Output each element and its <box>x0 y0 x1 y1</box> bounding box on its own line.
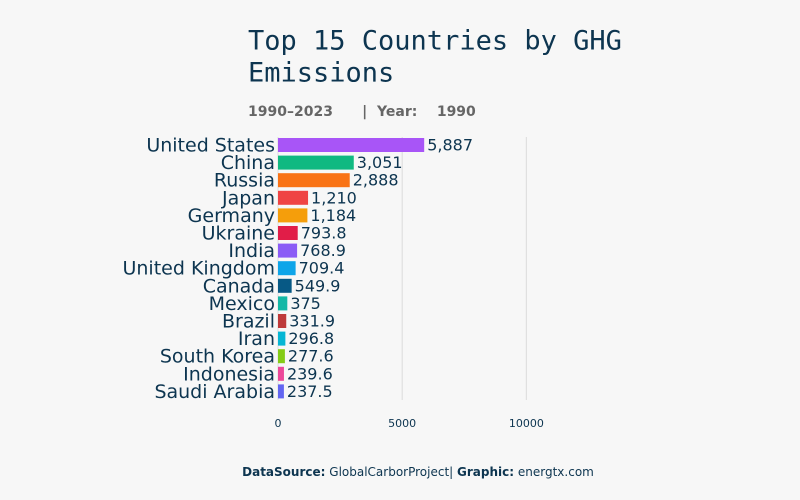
value-label: 768.9 <box>300 241 346 260</box>
graphic: energtx.com <box>518 465 594 479</box>
category-label: Iran <box>238 328 275 350</box>
bar <box>278 261 296 276</box>
category-label: Indonesia <box>183 363 275 385</box>
value-label: 237.5 <box>287 382 333 401</box>
chart-title: Emissions <box>248 58 394 89</box>
bar <box>278 226 298 240</box>
value-label: 2,888 <box>353 171 399 190</box>
value-label: 549.9 <box>295 276 341 295</box>
category-label: United States <box>146 135 275 157</box>
value-label: 5,887 <box>427 136 473 155</box>
category-label: Saudi Arabia <box>154 381 275 403</box>
bar <box>278 208 308 223</box>
value-label: 3,051 <box>357 153 403 172</box>
category-label: China <box>221 152 275 174</box>
value-label: 331.9 <box>289 312 335 331</box>
value-label: 793.8 <box>301 224 347 243</box>
bar <box>278 155 354 170</box>
bar <box>278 331 286 346</box>
bar <box>278 366 284 381</box>
x-tick-label: 5000 <box>388 417 416 430</box>
category-label: South Korea <box>160 346 275 368</box>
category-label: Canada <box>203 275 275 297</box>
category-label: Japan <box>221 187 275 209</box>
source-label: DataSource: <box>242 465 325 479</box>
category-label: Germany <box>188 205 275 227</box>
graphic-label: Graphic: <box>457 465 514 479</box>
category-label: Ukraine <box>202 223 275 245</box>
category-label: Mexico <box>209 293 275 315</box>
chart-title: Top 15 Countries by GHG <box>248 26 622 57</box>
value-label: 1,184 <box>310 206 356 225</box>
category-label: United Kingdom <box>122 258 275 280</box>
category-label: Brazil <box>222 311 275 333</box>
bar <box>278 278 292 293</box>
value-label: 296.8 <box>288 329 334 348</box>
x-tick-label: 10000 <box>509 417 544 430</box>
value-label: 375 <box>290 294 321 313</box>
category-label: Russia <box>214 170 275 192</box>
bar <box>278 173 350 188</box>
x-tick-label: 0 <box>275 417 282 430</box>
category-label: India <box>228 240 275 262</box>
bar <box>278 138 425 152</box>
value-label: 709.4 <box>299 259 345 278</box>
value-label: 1,210 <box>311 188 357 207</box>
bar <box>278 349 285 364</box>
bar <box>278 190 309 205</box>
footer: DataSource: GlobalCarborProject| Graphic… <box>242 465 594 479</box>
bar <box>278 384 284 399</box>
bar <box>278 296 288 311</box>
bar <box>278 314 287 328</box>
source: GlobalCarborProject| <box>329 465 453 479</box>
value-label: 277.6 <box>288 347 334 366</box>
value-label: 239.6 <box>287 364 333 383</box>
bar <box>278 243 298 258</box>
subtitle: 1990–2023 | Year: 1990 <box>248 104 476 120</box>
